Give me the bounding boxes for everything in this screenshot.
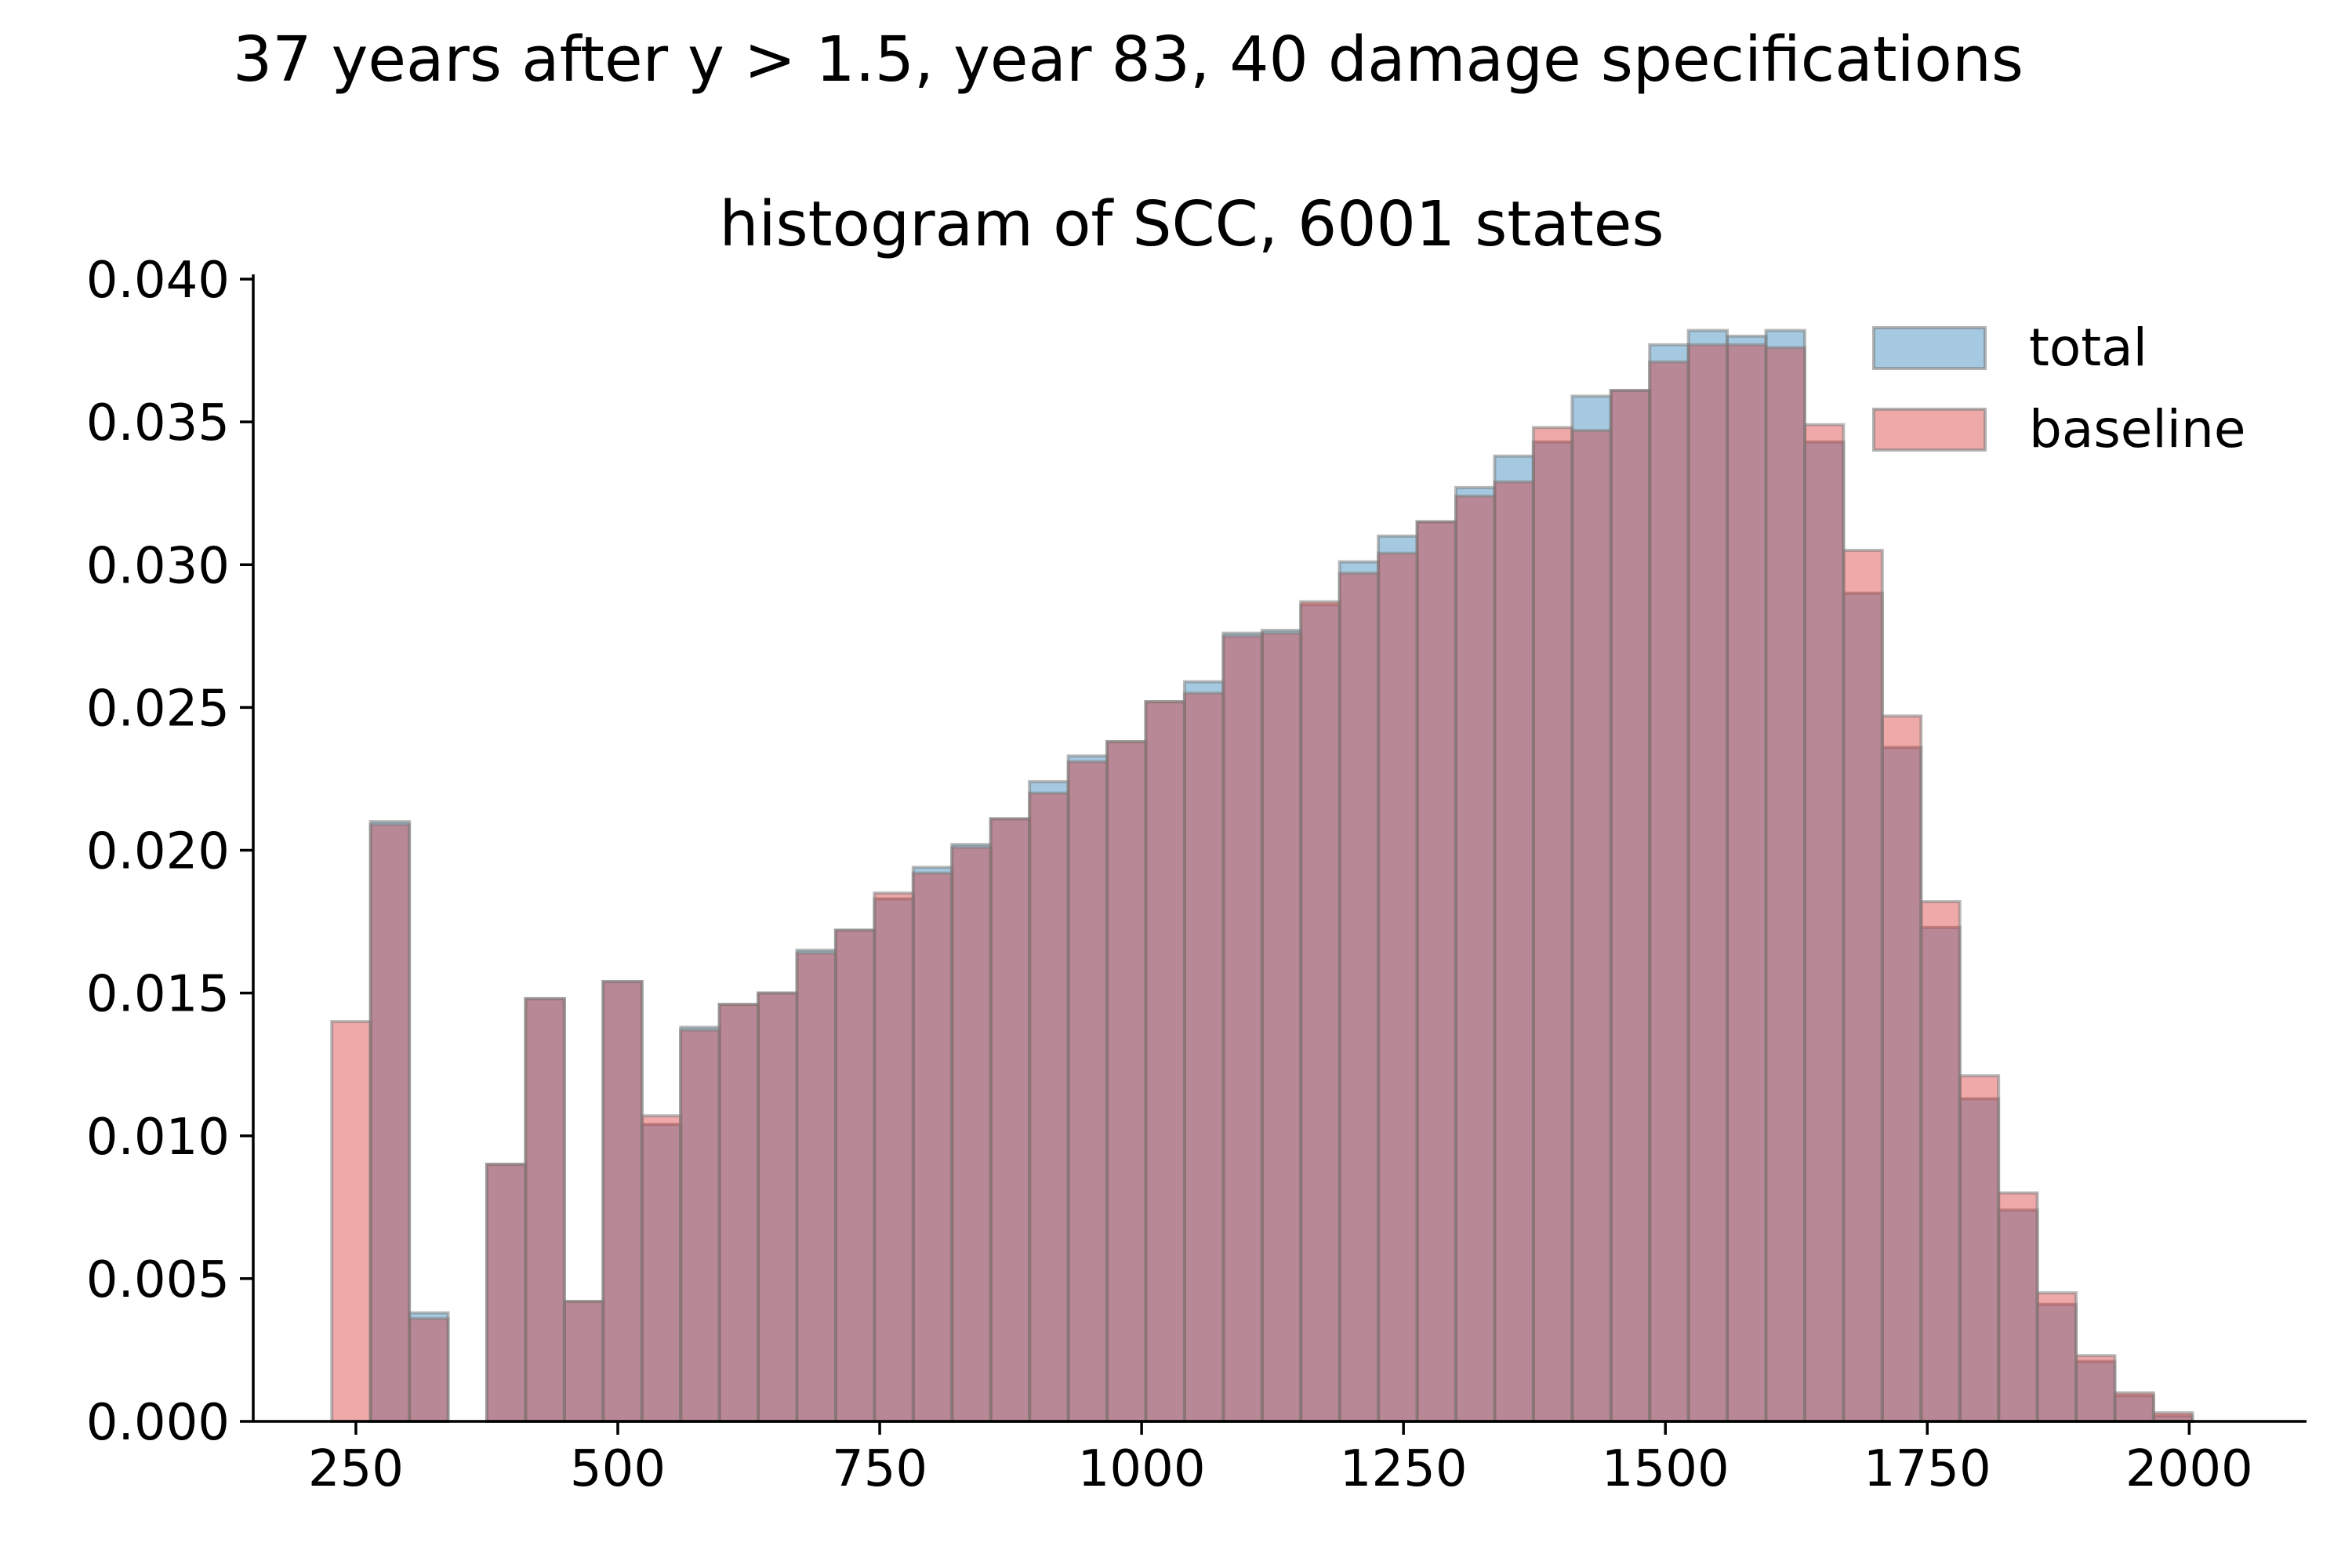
baseline-bar-3 [485, 1163, 528, 1424]
axes-title: histogram of SCC, 6001 states [719, 188, 1664, 260]
baseline-bar-29 [1493, 480, 1535, 1423]
baseline-bar-22 [1221, 634, 1264, 1423]
baseline-bar-2 [408, 1316, 450, 1423]
figure-suptitle: 37 years after y > 1.5, year 83, 40 dama… [233, 24, 2024, 96]
baseline-bar-1 [368, 822, 412, 1423]
x-tick-label: 1250 [1340, 1440, 1468, 1498]
x-tick-label: 500 [570, 1440, 666, 1498]
baseline-bar-32 [1609, 389, 1652, 1423]
baseline-bar-10 [757, 991, 799, 1423]
total-bar-37 [1842, 591, 1884, 1423]
total-bar-41 [1997, 1208, 2039, 1423]
y-tick-label: 0.015 [86, 966, 230, 1024]
baseline-bar-33 [1648, 360, 1690, 1424]
baseline-bar-23 [1260, 631, 1303, 1423]
baseline-bar-42 [1997, 1191, 2039, 1423]
series-total [368, 328, 2194, 1424]
baseline-bar-28 [1454, 494, 1497, 1424]
baseline-bar-37 [1802, 423, 1846, 1424]
baseline-bar-9 [717, 1003, 760, 1423]
legend-label-total: total [2029, 318, 2147, 378]
baseline-bar-11 [795, 951, 837, 1423]
y-tick-label: 0.035 [86, 394, 230, 452]
x-tick-label: 250 [308, 1440, 404, 1498]
legend: total baseline [1872, 318, 2245, 459]
baseline-bar-44 [2074, 1354, 2117, 1424]
baseline-bar-24 [1299, 600, 1341, 1423]
baseline-bar-36 [1764, 346, 1806, 1423]
baseline-bar-5 [562, 1300, 605, 1424]
baseline-bar-30 [1531, 426, 1574, 1423]
baseline-bar-45 [2113, 1391, 2155, 1423]
baseline-bar-16 [989, 817, 1032, 1423]
baseline-bar-39 [1880, 714, 1923, 1423]
axes: 250 500 750 1000 1250 1500 1750 2000 0.000 0.005 0… [86, 252, 2307, 1498]
baseline-bar-6 [601, 980, 644, 1424]
baseline-bar-21 [1182, 691, 1225, 1423]
baseline-bar-40 [1919, 900, 1962, 1423]
baseline-bar-27 [1415, 520, 1457, 1423]
x-tick-label: 2000 [2125, 1440, 2253, 1498]
total-bar-7 [679, 1025, 721, 1423]
legend-swatch-total [1872, 326, 1987, 370]
total-bar-17 [1066, 754, 1109, 1423]
legend-label-baseline: baseline [2029, 399, 2245, 459]
total-bar-5 [601, 980, 644, 1424]
baseline-bar-41 [1958, 1074, 2001, 1423]
y-tick-label: 0.010 [86, 1109, 230, 1167]
baseline-bar-43 [2035, 1291, 2078, 1424]
baseline-bar-34 [1686, 343, 1730, 1424]
baseline-bar-38 [1842, 549, 1884, 1423]
baseline-bar-18 [1066, 760, 1109, 1423]
baseline-bar-17 [1028, 791, 1070, 1423]
y-tick-label: 0.025 [86, 680, 230, 738]
baseline-bar-4 [524, 996, 566, 1424]
y-tick-label: 0.005 [86, 1251, 230, 1309]
baseline-bar-13 [873, 891, 915, 1423]
total-bar-16 [1028, 780, 1070, 1423]
y-tick-label: 0.000 [86, 1394, 230, 1452]
baseline-bar-20 [1144, 700, 1186, 1423]
baseline-bar-25 [1338, 572, 1381, 1423]
baseline-bar-26 [1377, 551, 1419, 1423]
baseline-bar-8 [679, 1028, 721, 1424]
total-bar-9 [757, 991, 799, 1423]
x-tick-label: 750 [832, 1440, 927, 1498]
x-tick-label: 1500 [1602, 1440, 1730, 1498]
legend-swatch-baseline [1872, 408, 1987, 452]
baseline-bar-7 [640, 1114, 683, 1423]
baseline-bar-14 [911, 871, 954, 1423]
total-bar-39 [1919, 925, 1962, 1424]
x-tick-label: 1750 [1864, 1440, 1991, 1498]
baseline-bar-19 [1105, 740, 1148, 1423]
series-baseline [330, 343, 2194, 1424]
baseline-bar-15 [950, 845, 993, 1424]
y-tick-label: 0.030 [86, 537, 230, 595]
baseline-bar-0 [330, 1020, 372, 1424]
baseline-bar-12 [833, 928, 877, 1423]
y-tick-label: 0.020 [86, 823, 230, 881]
x-tick-label: 1000 [1078, 1440, 1206, 1498]
y-tick-label: 0.040 [86, 252, 230, 310]
total-bar-27 [1454, 485, 1497, 1424]
baseline-bar-35 [1726, 343, 1768, 1424]
baseline-bar-31 [1570, 429, 1613, 1423]
